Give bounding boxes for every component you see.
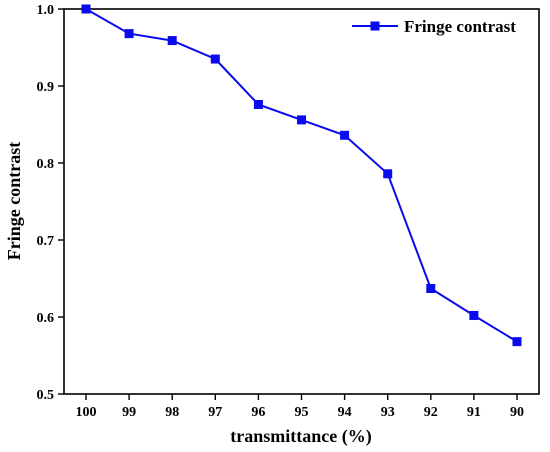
data-point xyxy=(426,284,436,294)
x-tick-label: 93 xyxy=(381,405,395,420)
y-tick-label: 0.6 xyxy=(37,311,55,326)
x-tick-label: 91 xyxy=(467,405,481,420)
data-point xyxy=(512,337,522,347)
x-tick-label: 94 xyxy=(338,405,352,420)
x-axis-title: transmittance (%) xyxy=(230,426,371,447)
data-point xyxy=(383,169,393,179)
legend-marker xyxy=(370,21,380,31)
data-point xyxy=(81,4,91,14)
data-point xyxy=(469,310,479,320)
data-point xyxy=(297,115,306,125)
y-tick-label: 0.9 xyxy=(37,80,55,95)
data-point xyxy=(167,36,177,46)
x-tick-label: 98 xyxy=(165,405,179,420)
y-tick-label: 0.5 xyxy=(37,388,55,403)
x-tick-label: 96 xyxy=(251,405,265,420)
x-tick-label: 99 xyxy=(122,405,136,420)
x-tick-label: 97 xyxy=(208,405,222,420)
data-point xyxy=(340,130,350,140)
x-tick-label: 95 xyxy=(295,405,309,420)
data-point xyxy=(253,99,263,109)
series-layer xyxy=(81,4,522,347)
data-point xyxy=(124,29,134,39)
y-tick-label: 0.8 xyxy=(37,157,55,172)
y-axis-title: Fringe contrast xyxy=(4,142,24,260)
series-line xyxy=(85,8,518,343)
data-point xyxy=(210,54,220,64)
y-tick-label: 1.0 xyxy=(37,3,55,18)
x-tick-label: 100 xyxy=(76,405,97,420)
legend-label: Fringe contrast xyxy=(404,17,516,36)
legend: Fringe contrast xyxy=(352,17,516,36)
x-axis: 100 99 98 97 96 95 94 93 92 91 90 xyxy=(76,394,524,420)
plot-frame xyxy=(63,8,540,395)
x-tick-label: 92 xyxy=(424,405,438,420)
y-axis: 0.5 0.6 0.7 0.8 0.9 1.0 xyxy=(37,3,64,403)
x-tick-label: 90 xyxy=(510,405,524,420)
y-tick-label: 0.7 xyxy=(37,234,55,249)
